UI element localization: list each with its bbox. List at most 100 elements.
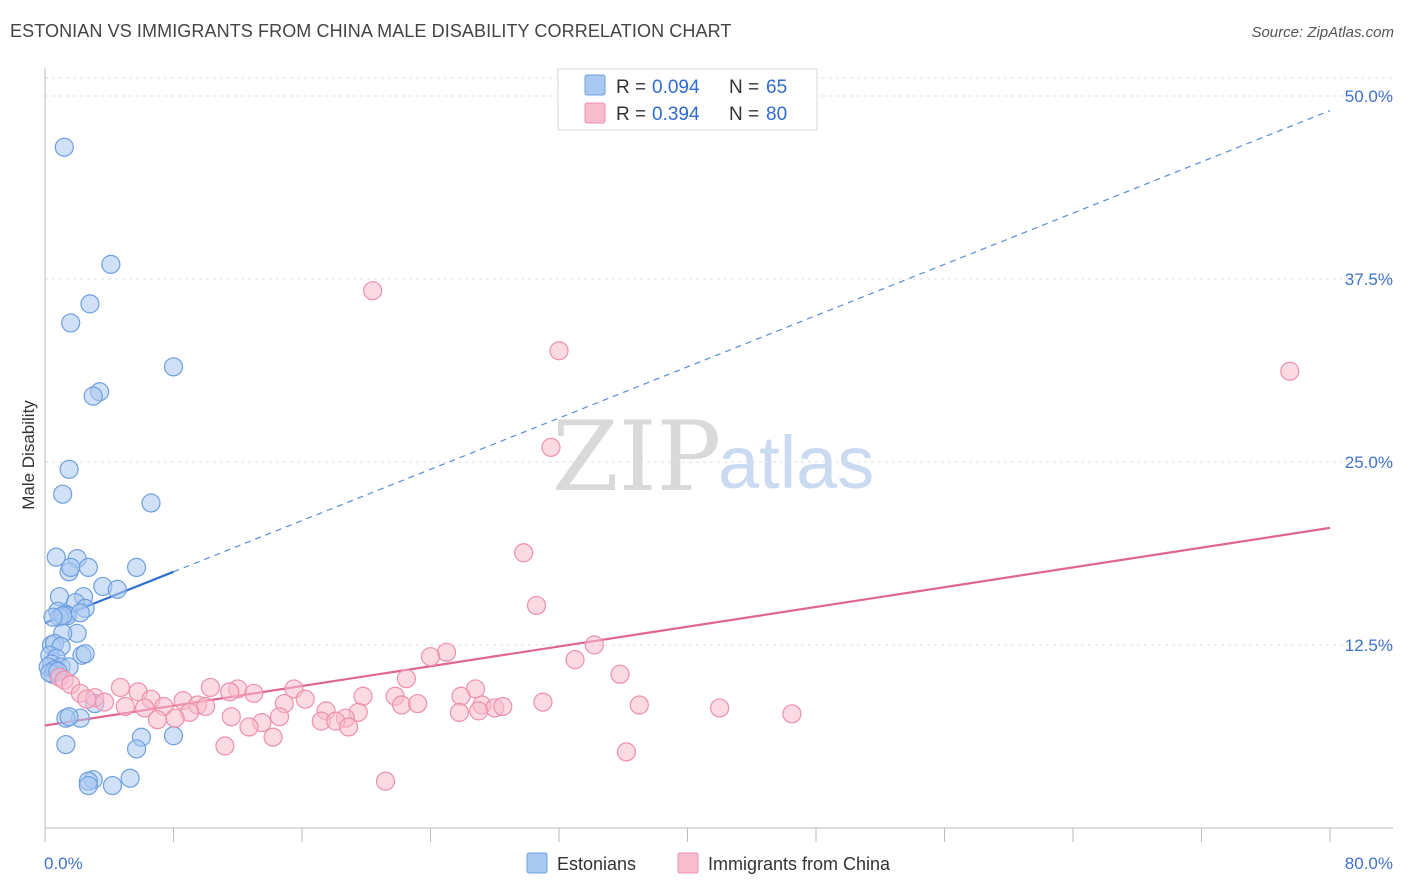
point-china <box>220 682 240 702</box>
point-china <box>147 710 168 730</box>
point-china <box>420 647 441 667</box>
point-estonian <box>70 603 90 623</box>
y-axis-label: Male Disability <box>19 400 38 510</box>
point-estonian <box>43 607 63 627</box>
point-china <box>363 281 383 301</box>
chart-title: ESTONIAN VS IMMIGRANTS FROM CHINA MALE D… <box>10 21 732 41</box>
legend-r-label-estonians: R = <box>616 77 646 98</box>
point-china <box>77 689 97 709</box>
point-china <box>533 692 553 712</box>
point-china <box>629 695 649 715</box>
point-china <box>134 698 155 718</box>
bottom-legend-label-estonians: Estonians <box>557 854 636 874</box>
point-estonian <box>80 294 100 314</box>
y-tick-labels: 12.5% 25.0% 37.5% 50.0% <box>1345 87 1393 655</box>
point-china <box>295 689 315 709</box>
point-china <box>616 742 637 762</box>
point-estonian <box>107 579 127 599</box>
point-china <box>469 701 489 721</box>
legend-r-value-china: 0.394 <box>652 104 700 125</box>
legend-swatch-estonians <box>584 74 606 96</box>
point-china <box>610 664 630 684</box>
point-estonian <box>54 137 74 157</box>
point-china <box>451 686 471 706</box>
point-china <box>514 543 534 563</box>
point-china <box>526 595 547 616</box>
legend-n-value-estonians: 65 <box>766 77 787 98</box>
point-estonian <box>59 707 79 727</box>
point-china <box>710 698 730 718</box>
point-estonian <box>61 313 81 333</box>
y-tick-label: 50.0% <box>1345 87 1393 106</box>
source-credit: Source: ZipAtlas.com <box>1251 24 1394 41</box>
axes <box>44 68 1393 842</box>
point-china <box>353 686 373 706</box>
point-estonian <box>83 386 103 406</box>
point-china <box>200 677 221 698</box>
bottom-legend-swatch-china <box>677 852 699 874</box>
point-estonian <box>163 357 184 377</box>
point-china <box>115 696 135 717</box>
point-china <box>215 736 235 756</box>
series-immigrants-from-china <box>49 281 1300 791</box>
point-estonian <box>101 254 121 274</box>
point-estonian <box>126 557 147 578</box>
point-china <box>269 707 290 727</box>
legend-n-label-china: N = <box>729 104 759 125</box>
point-estonian <box>126 739 147 759</box>
point-china <box>391 695 412 715</box>
legend-n-label-estonians: N = <box>729 77 759 98</box>
grid <box>45 77 1393 646</box>
legend-r-value-estonians: 0.094 <box>652 77 700 98</box>
point-china <box>1280 361 1300 381</box>
point-china <box>239 717 259 737</box>
point-china <box>565 650 585 670</box>
point-china <box>549 341 569 361</box>
legend-swatch-china <box>584 102 606 124</box>
point-china <box>408 693 428 714</box>
y-tick-label: 37.5% <box>1345 270 1393 289</box>
point-estonian <box>56 734 76 755</box>
point-china <box>782 704 802 724</box>
point-estonian <box>59 459 79 479</box>
bottom-legend-swatch-estonians <box>526 852 548 874</box>
legend-n-value-china: 80 <box>766 104 787 125</box>
point-estonian <box>46 547 66 567</box>
point-china <box>375 771 396 791</box>
point-china <box>396 669 417 689</box>
legend-r-label-china: R = <box>616 104 646 125</box>
y-tick-label: 25.0% <box>1345 453 1393 472</box>
point-china <box>165 708 185 728</box>
point-china <box>196 696 216 717</box>
point-china <box>221 707 241 727</box>
point-china <box>493 696 513 717</box>
point-china <box>110 677 131 698</box>
point-estonian <box>53 484 73 504</box>
point-estonian <box>102 775 123 796</box>
point-china <box>94 692 115 712</box>
correlation-legend: R = 0.094 N = 65 R = 0.394 N = 80 <box>557 68 818 131</box>
point-china <box>263 727 283 747</box>
point-estonian <box>75 644 95 664</box>
x-tick-label-max: 80.0% <box>1345 854 1393 873</box>
point-china <box>584 635 604 655</box>
x-tick-label-min: 0.0% <box>44 854 83 873</box>
bottom-legend-label-china: Immigrants from China <box>708 854 891 874</box>
trend-line-estonians-dashed <box>173 110 1331 573</box>
point-estonian <box>141 493 161 513</box>
point-estonian <box>61 557 81 578</box>
watermark: ZIP atlas <box>552 401 874 513</box>
series-legend: Estonians Immigrants from China <box>526 852 891 874</box>
point-china <box>244 683 264 703</box>
point-estonian <box>163 726 184 746</box>
point-china <box>436 642 457 662</box>
point-estonian <box>78 557 98 578</box>
point-china <box>449 702 470 722</box>
watermark-zip: ZIP <box>552 401 721 513</box>
point-estonian <box>120 768 140 788</box>
point-china <box>338 717 359 737</box>
point-china <box>541 437 561 457</box>
y-tick-label: 12.5% <box>1345 636 1393 655</box>
point-estonian <box>78 775 98 796</box>
